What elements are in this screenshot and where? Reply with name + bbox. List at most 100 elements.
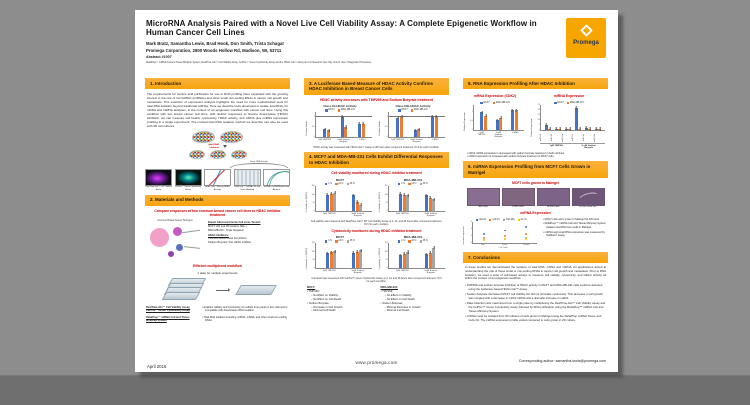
bar-group [325,186,337,212]
bar [428,195,432,212]
same-sample-arc: Same RNA Sample [230,161,288,168]
chart-legend: MCF7 MDA-MB-231 [531,101,607,105]
error-bar [327,192,328,197]
error-bar [559,127,561,131]
error-bar [327,251,328,255]
legend-label: miR-21 [478,218,487,221]
bar [430,115,434,138]
disclaimer-text: ReliaPrep™ miRNA Cell and Tissue Minipre… [146,61,372,64]
bar-group [564,105,572,131]
mirna-chart-block: miRNA Expression MCF7 MDA-MB-231 Relative … [531,92,607,150]
x-axis-labels: 1μM TMP269 5mM Sodium Butyrate [388,213,445,218]
chart-wrap: 0 50 100 150 1μM TMP269 5mM Sodium Butyrate [383,242,447,275]
legend-item: 24 hr [335,240,344,243]
legend-color-chip [335,183,338,186]
list-subitem: Minimal Cell Death [307,309,373,313]
y-tick-label: 0 [386,267,388,270]
y-axis-label: Cytotoxicity (vs DMSO) [306,248,308,270]
bar [351,193,355,212]
chart-wrap: 0 0.5 1 1μM TMP269 5mM Sodium Butyrate DMSO [383,112,447,143]
bar [329,250,333,269]
arc-line [230,162,288,168]
chart-wrap: 0 5 10 15 20 25 miR-21 miR-16 miR-26a miR-21 miR-1… [535,104,607,150]
poster-authors: Mark Bratz, Samantha Lewis, Brad Hook, D… [146,40,284,46]
x-tick-label: miR-26a [561,133,564,142]
bar-group [325,243,337,269]
legend-item: MCF7 [398,109,408,112]
legend-color-chip [335,240,338,243]
bar [428,250,432,269]
bar-group [396,112,403,138]
bar [413,128,417,138]
plate-note: 1 plate for multiple experiments [197,271,238,276]
x-tick-label: 5mM Sodium Butyrate [351,212,365,218]
legend-color-chip [398,109,401,112]
poster-header: MicroRNA Analysis Paired with a Novel Li… [146,18,607,75]
rna-isolation-plate-image [233,168,261,186]
chart-cdk2-mrna-expression: MCF7 MDA-MB-231 Relative Expression 0 0.5 1 1μ… [464,101,526,139]
chart-legend: miR-21 miR-16 miR-26a let-7a [463,218,539,221]
bar-group [413,112,421,138]
chart-body: Relative Expression 0 2 4 6 500 2,000 10,000 # o… [463,221,539,249]
error-bar [330,192,332,196]
product-name: ReliaPrep™ miRNA Cell and Tissue Minipre… [146,315,190,323]
error-bar [589,127,591,131]
y-tick-label: 0 [538,129,540,132]
summary-mda-mb-231: MDA-MB-231: TMP269:No Effect on Viabilit… [381,286,447,313]
expression-notes: CDK2 mRNA expression is decreased with s… [467,152,604,159]
data-point [482,233,485,235]
legend-item: 4 hr [324,240,332,243]
bar [514,108,518,131]
workflow-figure: Add HDAC Inhibitors Same RNA Sample Real… [145,130,290,191]
legend-label: 4 hr [328,183,333,186]
assay-thumbnail: miRNA + mRNA Expression Analysis [263,168,290,191]
error-bar [481,110,483,114]
y-axis-label: % Viability (vs DMSO) [379,191,381,213]
chart-plot-area: 0 2 4 6 [470,221,537,244]
x-tick-label: 5mM Sodium Butyrate [424,269,438,275]
bar [357,122,361,138]
y-tick-label: 20 [537,109,540,112]
x-tick-label: 1μM TMP269 [322,212,336,215]
abstract-number: Abstract #1007 [146,55,172,60]
legend-color-chip [324,240,328,243]
chart-plot-area: 0 50 100 150 [384,242,445,270]
chart-class-i-iib-hdac-activity: Class I/IIb HDAC Activity MCF7 MDA-MB-231 R… [379,104,447,143]
bar [355,250,359,269]
list-item: miRNA and small RNA expression was measu… [543,231,608,238]
matrigel-image-label: 10,000 Cells 40X [579,206,597,209]
legend-item: 4 hr [397,183,405,186]
chart-body: Relative Activity 0 0.5 1 1μM TMP269 5mM Sodi… [306,112,374,143]
y-tick-label: 4 [470,227,472,230]
y-axis-label: Relative Activity [379,120,381,136]
legend-label: MDA-MB-231 [340,109,355,112]
bar [359,248,363,269]
y-tick-label: 50 [385,201,388,204]
bar-group [584,105,592,131]
error-bar [429,195,431,200]
subtype-circle [168,250,174,257]
bar [578,126,582,131]
bar-groups [389,186,445,212]
data-point [504,238,506,241]
bar [480,110,484,131]
viability-microscopy-image [145,168,172,186]
bar-group [480,105,487,131]
thumbnail-caption: RealTime-Glo™ Cell Viability Assay [145,186,172,191]
chart-legend: MCF7 MDA-MB-231 [379,109,447,112]
chart-plot-area: 0 0.5 1 [312,112,372,139]
chart-body: Cytotoxicity (vs DMSO) 0 50 100 150 1μM TMP26… [306,242,374,274]
error-bar [334,190,335,195]
cell-blob [230,150,247,160]
arrow-down-icon [222,145,227,149]
error-bar [429,250,431,255]
x-tick-label: 1μM TMP269 [395,269,409,272]
legend-label: 48 hr [349,240,356,243]
chart-plot-area: 0 50 100 150 [311,242,372,270]
y-axis-label: % Viability (vs DMSO) [306,191,308,213]
cell-line-item: MCF7: ER and PR positive (ER+) [208,224,247,228]
arrow-right-icon [215,287,230,292]
list-item: Data collection was maximized from a sin… [465,301,606,313]
error-bar [435,115,437,119]
legend-item: MDA-MB-231 [492,101,510,105]
